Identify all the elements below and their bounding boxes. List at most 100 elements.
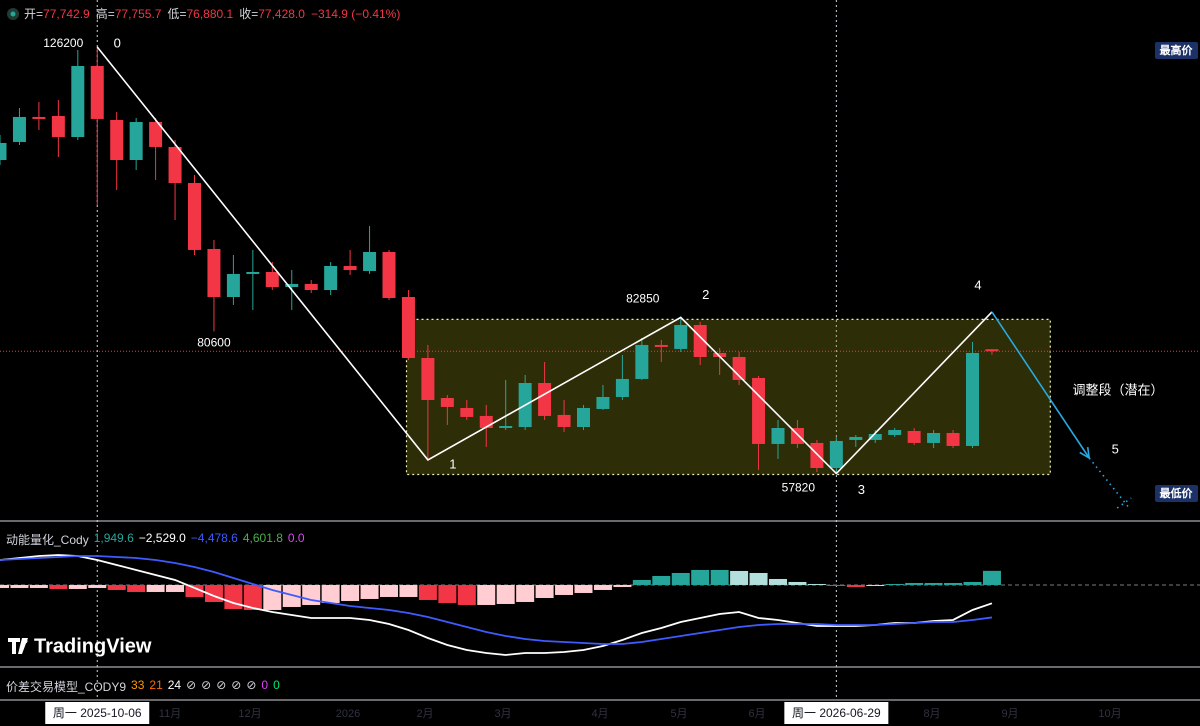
candle-body: [32, 116, 46, 119]
legend-value: ⊘: [216, 678, 227, 692]
crosshair-tag: 周一 2025-10-06: [53, 706, 142, 720]
candle-body: [440, 397, 454, 407]
ohlc-label: 收=: [239, 7, 259, 21]
candle-body: [966, 352, 979, 446]
histogram-bar: [360, 584, 379, 599]
histogram-bar: [127, 584, 146, 592]
price-tag: 最高价: [1160, 43, 1194, 57]
histogram-bar: [496, 584, 515, 604]
legend-value: 4,601.8: [242, 531, 283, 545]
candle-body: [557, 414, 571, 427]
histogram-bar: [730, 570, 749, 585]
histogram-bar: [341, 584, 360, 601]
wave-price-label: 82850: [626, 292, 660, 306]
histogram-bar: [166, 584, 185, 592]
candle-body: [888, 429, 902, 435]
histogram-bar: [691, 569, 710, 585]
candle-body: [343, 265, 357, 270]
legend-value: 0: [261, 678, 269, 692]
candle-body: [596, 396, 610, 409]
price-tag-bg: [1155, 485, 1198, 502]
histogram-bar: [769, 578, 787, 585]
candle-body: [382, 252, 396, 298]
candle-body: [324, 265, 338, 291]
time-label: 5月: [670, 708, 687, 720]
zone-label: 调整段（潜在）: [1072, 382, 1163, 397]
price-tag: 最低价: [1160, 486, 1194, 500]
indicator2-legend: 价差交易模型_CODY9 33 21 24 ⊘ ⊘ ⊘ ⊘ ⊘ 0 0: [6, 678, 280, 695]
histogram-bar: [846, 584, 865, 587]
histogram-bar: [29, 584, 48, 588]
candle-body: [226, 273, 240, 297]
signal-line: [0, 555, 993, 645]
candle-body: [654, 344, 668, 347]
candle-body: [713, 352, 727, 358]
indicator-name: 价差交易模型_CODY9: [6, 680, 127, 694]
price-label: 80600: [197, 336, 231, 350]
histogram-bar: [418, 584, 437, 600]
histogram-bar: [477, 584, 496, 605]
legend-value: 21: [149, 678, 163, 692]
legend-value: ⊘: [231, 678, 242, 692]
ohlc-label: 高=: [95, 7, 115, 21]
histogram-bar: [107, 584, 126, 590]
ohlc-value: 77,742.9: [43, 6, 90, 21]
ohlc-value: 77,755.7: [114, 6, 162, 21]
candle-body: [110, 119, 124, 161]
wave-label: 5: [1112, 441, 1119, 456]
candle-body: [752, 377, 766, 444]
histogram-bar: [185, 584, 204, 597]
histogram-bar: [710, 569, 729, 585]
candle-body: [732, 357, 746, 380]
candle-body: [499, 425, 513, 428]
legend-value: 0: [273, 678, 280, 692]
candle-body: [12, 116, 26, 142]
histogram-bar: [146, 584, 165, 592]
legend-value: 24: [167, 678, 182, 692]
candle-body: [577, 407, 590, 427]
histogram-bar: [982, 570, 1001, 585]
time-label: 4月: [591, 708, 608, 720]
histogram-bar: [535, 584, 554, 598]
candle-body: [285, 283, 299, 288]
wave-label: 1: [449, 456, 456, 471]
projection-arrow: [1079, 446, 1091, 460]
candle-body: [207, 248, 221, 297]
candle-body: [635, 344, 649, 379]
ohlc-value: 76,880.1: [186, 6, 234, 21]
histogram-bar: [905, 582, 924, 585]
legend-value: ⊘: [201, 678, 212, 692]
histogram-bar: [224, 584, 243, 609]
histogram-bar: [438, 584, 457, 603]
histogram-bar: [671, 572, 690, 585]
candle-body: [538, 383, 552, 416]
legend-value: 0.0: [287, 531, 305, 545]
wave-line: [96, 46, 993, 475]
histogram-bar: [380, 584, 398, 597]
time-label: 6月: [748, 708, 765, 720]
candle-body: [304, 283, 318, 291]
histogram-bar: [282, 584, 301, 607]
logo-text: TradingView: [34, 635, 152, 657]
ohlc-label: 开=: [24, 7, 44, 21]
histogram-bar: [321, 584, 340, 603]
candle-body: [810, 442, 824, 468]
histogram-bar: [399, 584, 418, 597]
legend-value: 33: [131, 678, 145, 692]
crosshair-tag-bg: [45, 702, 150, 724]
candle-body: [188, 183, 201, 250]
indicator-legend: 动能量化_Cody 1,949.6 −2,529.0 −4,478.6 4,601.8…: [6, 531, 305, 548]
legend-value: ⊘: [246, 678, 257, 692]
legend-value: ⊘: [186, 678, 197, 692]
candle-body: [849, 436, 863, 440]
crosshair-tag-bg: [784, 702, 889, 724]
histogram-bar: [243, 584, 262, 610]
projection-dots: [1088, 457, 1132, 509]
wave-label: 0: [114, 35, 121, 50]
candle-body: [985, 349, 999, 352]
candle-body: [421, 357, 435, 400]
histogram-bar: [10, 584, 29, 588]
logo: TradingView: [8, 635, 152, 657]
